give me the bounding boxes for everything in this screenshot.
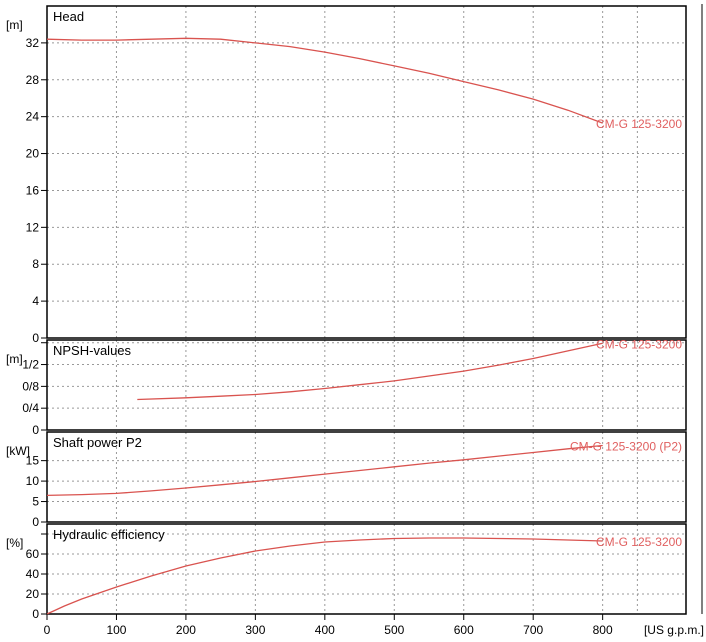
ytick-label-power-1: 5: [32, 495, 39, 509]
panel-title-npsh: NPSH-values: [53, 343, 132, 358]
xtick-label-3: 300: [245, 623, 265, 637]
panel-frame-npsh: [46, 339, 687, 431]
panel-efficiency: 0 20 40 60[%] Hydraulic efficiency CM-G 125-3…: [6, 523, 687, 621]
unit-label-efficiency: [%]: [6, 536, 23, 550]
ytick-label-head-8: 32: [26, 36, 40, 50]
panel-frame-power: [46, 431, 687, 523]
series-line-npsh-0: [137, 342, 603, 401]
xtick-label-0: 0: [44, 623, 51, 637]
xtick-label-8: 800: [593, 623, 613, 637]
ytick-label-head-5: 20: [26, 147, 40, 161]
unit-label-power: [kW]: [6, 444, 30, 458]
xtick-label-5: 500: [384, 623, 404, 637]
ytick-label-efficiency-0: 0: [32, 607, 39, 621]
panel-title-power: Shaft power P2: [53, 435, 142, 450]
panel-title-efficiency: Hydraulic efficiency: [53, 527, 165, 542]
panel-frame-efficiency: [46, 523, 687, 615]
panel-npsh: 0 0/4 0/8 1/2[m] NPSH-values CM-G 125-3200: [6, 337, 687, 437]
panel-title-head: Head: [53, 9, 84, 24]
panel-head: 0 4 8 12 16 20 24 28 32[m] Head CM-G 125-3200: [6, 5, 687, 345]
xtick-label-1: 100: [106, 623, 126, 637]
ytick-label-head-0: 0: [32, 331, 39, 345]
ytick-label-npsh-1: 0/4: [22, 401, 39, 415]
xtick-label-6: 600: [454, 623, 474, 637]
ytick-label-efficiency-1: 20: [26, 587, 40, 601]
ytick-label-power-0: 0: [32, 515, 39, 529]
series-line-power-0: [46, 444, 603, 497]
series-line-head-0: [46, 37, 603, 124]
panel-frame-head: [46, 5, 687, 339]
ytick-label-efficiency-3: 60: [26, 547, 40, 561]
ytick-label-head-7: 28: [26, 73, 40, 87]
ytick-label-power-3: 15: [26, 454, 40, 468]
ytick-label-head-4: 16: [26, 183, 40, 197]
xtick-label-4: 400: [315, 623, 335, 637]
ytick-label-npsh-0: 0: [32, 423, 39, 437]
ytick-label-efficiency-2: 40: [26, 567, 40, 581]
ytick-label-head-3: 12: [26, 220, 40, 234]
ytick-label-head-1: 4: [32, 294, 39, 308]
x-axis: 0 100 200 300 400 500 600 700 800 [US g.p.m.]: [44, 614, 704, 637]
series-label-efficiency-0: CM-G 125-3200: [596, 535, 682, 549]
unit-label-head: [m]: [6, 18, 23, 32]
xtick-label-7: 700: [523, 623, 543, 637]
ytick-label-power-2: 10: [26, 474, 40, 488]
ytick-label-head-6: 24: [26, 110, 40, 124]
series-label-head-0: CM-G 125-3200: [596, 117, 682, 131]
ytick-label-npsh-3: 1/2: [22, 358, 39, 372]
ytick-label-npsh-2: 0/8: [22, 379, 39, 393]
series-label-npsh-0: CM-G 125-3200: [596, 337, 682, 351]
x-axis-unit: [US g.p.m.]: [644, 623, 704, 637]
unit-label-npsh: [m]: [6, 352, 23, 366]
ytick-label-head-2: 8: [32, 257, 39, 271]
panel-power: 0 5 10 15[kW] Shaft power P2 CM-G 125-3200 (P…: [6, 431, 687, 529]
xtick-label-2: 200: [176, 623, 196, 637]
series-label-power-0: CM-G 125-3200 (P2): [570, 440, 682, 454]
series-line-efficiency-0: [46, 537, 603, 615]
